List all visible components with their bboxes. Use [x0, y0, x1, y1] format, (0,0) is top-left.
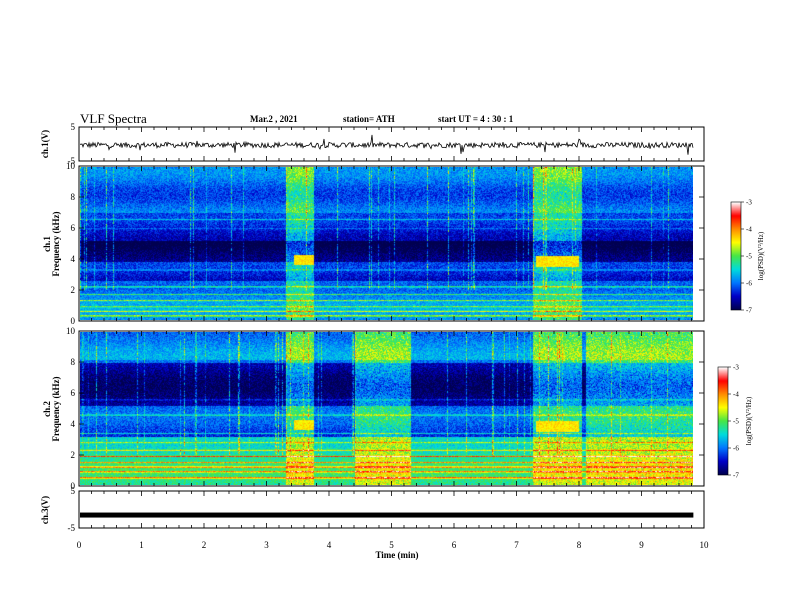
colorbar-tick-label: -7 — [746, 307, 752, 315]
x-tick-label: 6 — [452, 540, 457, 550]
ch1-y-ticks: 5 -5 — [68, 122, 704, 166]
x-tick-label: 8 — [577, 540, 582, 550]
ch2-spec-y-label-freq: Frequency (kHz) — [51, 376, 61, 441]
colorbar-tick-label: -5 — [746, 253, 752, 261]
y-tick-label: 6 — [71, 388, 76, 398]
x-tick-label: 3 — [264, 540, 269, 550]
ch1-spectrogram-panel: 0 2 4 6 8 10 ch.1 Frequency (kHz) — [42, 161, 705, 326]
y-tick-label: 2 — [71, 285, 76, 295]
x-tick-label: 2 — [202, 540, 207, 550]
x-axis-label: Time (min) — [375, 550, 418, 560]
x-tick-label: 0 — [77, 540, 82, 550]
y-tick-label: 6 — [71, 223, 76, 233]
ch3-trace-line — [80, 512, 694, 518]
station-label: station= ATH — [343, 114, 395, 124]
ch2-colorbar-image — [718, 367, 728, 475]
y-tick-label: 4 — [71, 254, 76, 264]
y-tick-label: 0 — [71, 481, 76, 491]
y-tick-label: -5 — [68, 523, 76, 533]
ch1-spec-y-ticks: 0 2 4 6 8 10 — [66, 161, 704, 326]
x-tick-label: 7 — [514, 540, 519, 550]
ch1-trace-line — [79, 134, 694, 155]
ch1-spec-y-label-ch: ch.1 — [42, 236, 52, 252]
ch3-y-axis-label: ch.3(V) — [40, 496, 50, 524]
x-tick-label: 4 — [327, 540, 332, 550]
ch1-colorbar-label: log(PSD)(V²/Hz) — [757, 231, 765, 280]
ch3-panel-frame — [78, 490, 705, 529]
header: VLF Spectra Mar.2 , 2021 station= ATH st… — [80, 111, 514, 126]
colorbar-tick-label: -5 — [733, 418, 739, 426]
ch1-colorbar-ticks: -3 -4 -5 -6 -7 — [741, 199, 752, 315]
ch1-waveform-panel: 5 -5 ch.1(V) — [40, 122, 705, 166]
ch2-colorbar-label: log(PSD)(V²/Hz) — [745, 396, 753, 445]
ch1-colorbar-image — [731, 202, 741, 310]
colorbar-tick-label: -7 — [733, 472, 739, 480]
ch1-spectrogram-image — [80, 167, 693, 320]
ch2-spectrogram-image — [80, 332, 693, 485]
ch2-spec-y-label-ch: ch.2 — [42, 401, 52, 417]
colorbar-tick-label: -6 — [746, 280, 752, 288]
ch2-spec-y-ticks: 0 2 4 6 8 10 — [66, 326, 704, 491]
ch1-y-axis-label: ch.1(V) — [40, 130, 50, 158]
ch3-waveform-panel: 5 -5 ch.3(V) — [40, 486, 705, 533]
x-tick-label: 10 — [700, 540, 710, 550]
ch2-spectrogram-panel: 0 2 4 6 8 10 ch.2 Frequency (kHz) — [42, 326, 705, 491]
y-tick-label: 2 — [71, 450, 76, 460]
start-ut-label: start UT = 4 : 30 : 1 — [438, 114, 514, 124]
y-tick-label: 4 — [71, 419, 76, 429]
x-tick-label: 1 — [139, 540, 144, 550]
y-tick-label: 8 — [71, 357, 76, 367]
ch2-colorbar-ticks: -3 -4 -5 -6 -7 — [728, 364, 739, 480]
colorbar-tick-label: -3 — [733, 364, 739, 372]
colorbar-tick-label: -6 — [733, 445, 739, 453]
ch1-spec-y-label-freq: Frequency (kHz) — [51, 211, 61, 276]
date-label: Mar.2 , 2021 — [250, 114, 298, 124]
colorbar-tick-label: -3 — [746, 199, 752, 207]
ch3-y-ticks: 5 -5 — [68, 486, 704, 533]
x-tick-label: 5 — [389, 540, 394, 550]
figure-title: VLF Spectra — [80, 111, 147, 126]
y-tick-label: 5 — [71, 486, 76, 496]
y-tick-label: 0 — [71, 316, 76, 326]
ch2-colorbar: -3 -4 -5 -6 -7 log(PSD)(V²/Hz) — [717, 364, 753, 480]
x-axis: 0 1 2 3 4 5 6 7 8 9 10 — [77, 127, 709, 550]
y-tick-label: 10 — [66, 326, 76, 336]
y-tick-label: 8 — [71, 192, 76, 202]
colorbar-tick-label: -4 — [733, 391, 739, 399]
y-tick-label: 5 — [71, 122, 76, 132]
ch1-colorbar: -3 -4 -5 -6 -7 log(PSD)(V²/Hz) — [730, 199, 765, 315]
x-tick-label: 9 — [639, 540, 644, 550]
y-tick-label: 10 — [66, 161, 76, 171]
y-tick-label: -5 — [68, 156, 76, 166]
colorbar-tick-label: -4 — [746, 226, 752, 234]
